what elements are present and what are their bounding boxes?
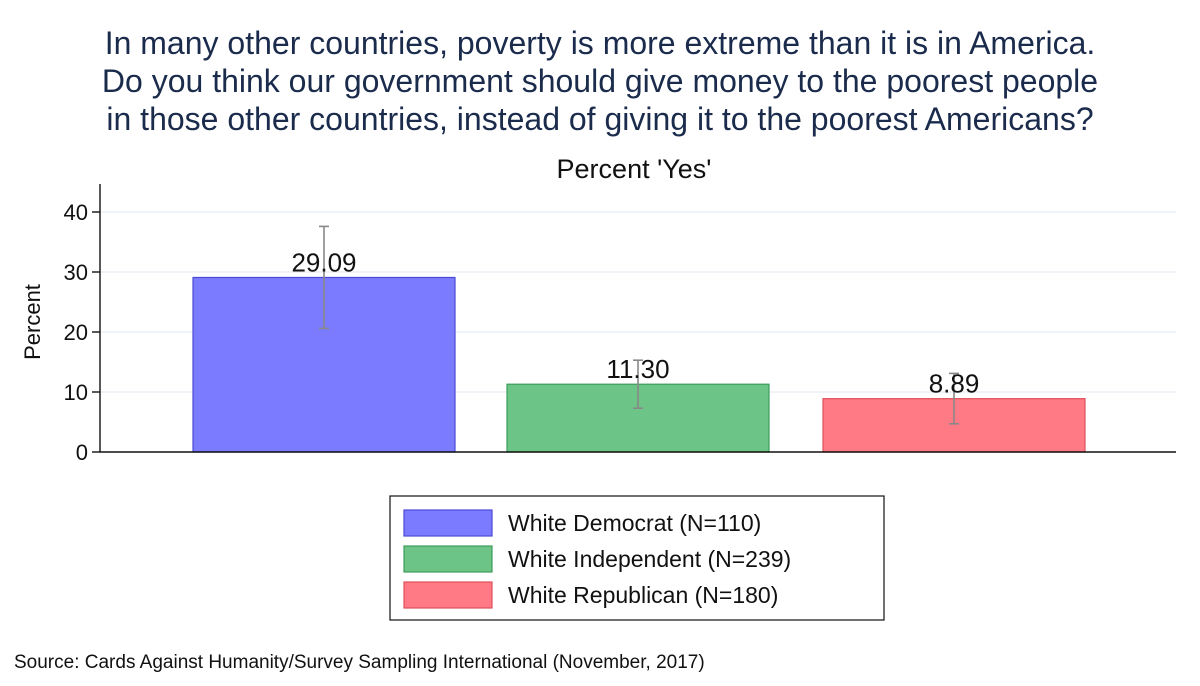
- y-axis-label: Percent: [20, 284, 45, 360]
- y-tick-label: 20: [64, 320, 88, 345]
- chart-title: In many other countries, poverty is more…: [0, 24, 1200, 138]
- chart-title-line: Do you think our government should give …: [101, 63, 1099, 99]
- legend-label: White Republican (N=180): [508, 582, 778, 608]
- legend-swatch: [403, 545, 493, 573]
- bars: 29.09 11.30 8.89: [192, 225, 1086, 453]
- data-label: 8.89: [929, 369, 980, 399]
- legend-swatch: [403, 509, 493, 537]
- chart-title-line: In many other countries, poverty is more…: [104, 25, 1096, 61]
- data-label: 11.30: [606, 354, 669, 384]
- data-label: 29.09: [291, 247, 356, 277]
- source-note: Source: Cards Against Humanity/Survey Sa…: [14, 652, 705, 673]
- y-axis: 0 10 20 30 40: [64, 184, 1176, 465]
- chart-title-line: in those other countries, instead of giv…: [106, 101, 1094, 137]
- y-tick-label: 30: [64, 260, 88, 285]
- y-tick-label: 10: [64, 380, 88, 405]
- legend-label: White Democrat (N=110): [508, 510, 761, 536]
- legend: White Democrat (N=110) White Independent …: [403, 509, 791, 609]
- chart-subtitle: Percent 'Yes': [557, 154, 712, 184]
- legend-swatch: [403, 581, 493, 609]
- y-tick-label: 0: [76, 440, 88, 465]
- y-tick-label: 40: [64, 200, 88, 225]
- legend-label: White Independent (N=239): [508, 546, 791, 572]
